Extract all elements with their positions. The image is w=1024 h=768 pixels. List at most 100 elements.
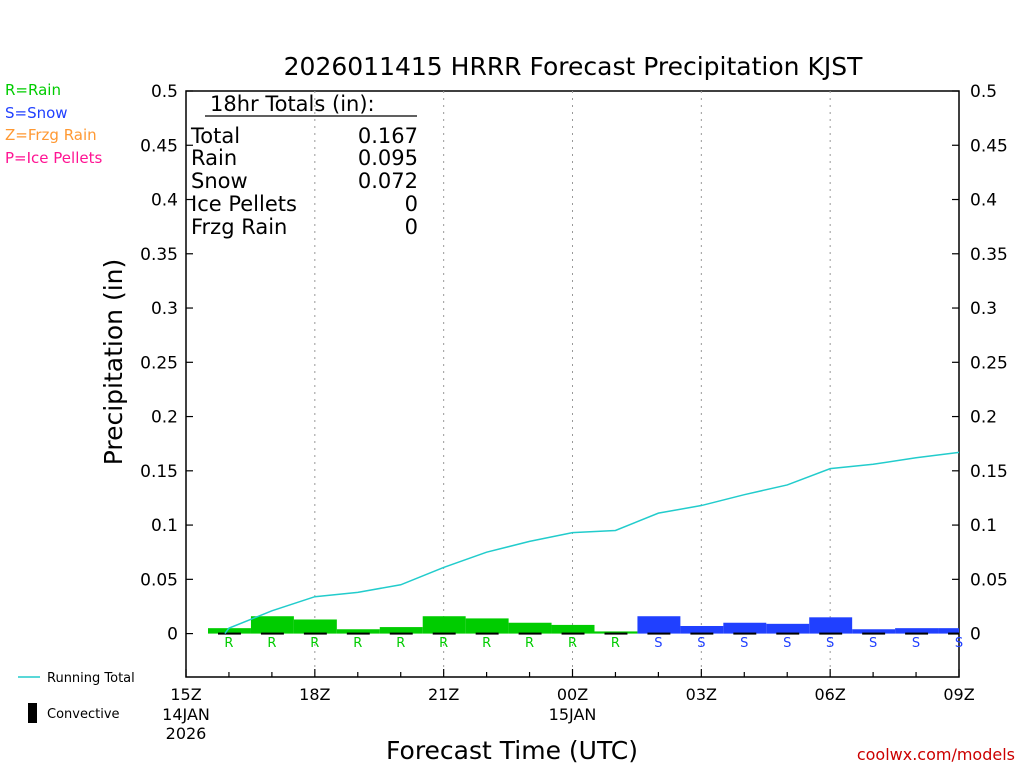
y-tick-label-left: 0.3 (151, 299, 178, 319)
type-label: R (482, 636, 491, 651)
convective-bar (303, 632, 327, 635)
convective-bar (905, 632, 929, 635)
type-label: R (568, 636, 577, 651)
convective-bar (776, 632, 800, 635)
convective-bar (346, 632, 370, 635)
running-total-legend-label: Running Total (47, 671, 135, 686)
type-label: R (439, 636, 448, 651)
type-label: S (654, 636, 662, 651)
bars (208, 616, 959, 634)
y-tick-label-left: 0.5 (151, 82, 178, 102)
y-tick-label-left: 0.05 (140, 570, 178, 590)
y-axis-label: Precipitation (in) (99, 259, 128, 466)
type-label: R (224, 636, 233, 651)
y-tick-label-left: 0.1 (151, 516, 178, 536)
type-label: S (912, 636, 920, 651)
y-tick-label-left: 0 (167, 625, 178, 645)
precip-bar (551, 624, 595, 634)
type-label: R (611, 636, 620, 651)
precip-bar (508, 622, 552, 634)
totals-snow-value: 0.072 (358, 169, 418, 193)
totals-total-value: 0.167 (358, 124, 418, 148)
y-tick-label-left: 0.45 (140, 136, 178, 156)
x-tick-label: 21Z (428, 685, 459, 704)
type-label: R (353, 636, 362, 651)
convective-bar (819, 632, 843, 635)
convective-bar (733, 632, 757, 635)
convective-bar (432, 632, 456, 635)
y-tick-label-right: 0.15 (970, 462, 1008, 482)
x-tick-label: 15Z (170, 685, 201, 704)
precip-bar (422, 616, 466, 634)
y-tick-label-right: 0.4 (970, 191, 997, 211)
x-tick-label: 03Z (686, 685, 717, 704)
x-tick-sublabel: 2026 (166, 724, 207, 743)
y-axis-left: 0 0.05 0.1 0.15 0.2 0.25 0.3 0.35 0.4 0.45 0.5 (140, 82, 193, 645)
precip-bar (637, 616, 681, 634)
precip-bar (250, 616, 294, 634)
y-tick-label-left: 0.25 (140, 353, 178, 373)
convective-legend-swatch (28, 703, 37, 723)
totals-box: 18hr Totals (in): Total 0.167 Rain 0.095… (190, 92, 418, 239)
type-label: S (869, 636, 877, 651)
precip-bar (208, 628, 251, 634)
legend-ice-pellets: P=Ice Pellets (5, 149, 103, 167)
y-tick-label-left: 0.2 (151, 408, 178, 428)
precip-bar (594, 631, 638, 634)
legend-snow: S=Snow (5, 104, 68, 122)
y-tick-label-right: 0.25 (970, 353, 1008, 373)
precip-bar (766, 623, 810, 634)
precip-bar (680, 625, 724, 634)
y-tick-label-right: 0.3 (970, 299, 997, 319)
type-label: R (267, 636, 276, 651)
precip-bar (465, 618, 509, 634)
x-axis-label: Forecast Time (UTC) (386, 736, 638, 765)
type-label: S (697, 636, 705, 651)
totals-snow-label: Snow (191, 169, 248, 193)
convective-bar (475, 632, 499, 635)
convective-bar (862, 632, 886, 635)
convective-bar (518, 632, 542, 635)
type-label: R (396, 636, 405, 651)
type-label: S (740, 636, 748, 651)
y-axis-right: 0 0.05 0.1 0.15 0.2 0.25 0.3 0.35 0.4 0.45 0.5 (952, 82, 1008, 645)
type-label: S (826, 636, 834, 651)
totals-rain-label: Rain (191, 146, 237, 170)
y-tick-label-right: 0.05 (970, 570, 1008, 590)
precip-bar (723, 622, 767, 634)
convective-bar (604, 632, 628, 635)
y-tick-label-right: 0 (970, 625, 981, 645)
totals-ice-label: Ice Pellets (191, 192, 297, 216)
precip-bar (336, 629, 380, 634)
type-label: S (955, 636, 963, 651)
y-tick-label-left: 0.4 (151, 191, 178, 211)
y-tick-label-right: 0.45 (970, 136, 1008, 156)
convective-bar (561, 632, 585, 635)
precip-bar (379, 627, 423, 634)
totals-ice-value: 0 (405, 192, 418, 216)
y-tick-label-right: 0.1 (970, 516, 997, 536)
convective-bar (690, 632, 714, 635)
running-total-line (224, 451, 960, 635)
convective-bar (218, 632, 241, 635)
type-label: R (525, 636, 534, 651)
y-tick-label-left: 0.15 (140, 462, 178, 482)
convective-bar (647, 632, 671, 635)
y-tick-label-right: 0.35 (970, 245, 1008, 265)
x-tick-label: 06Z (815, 685, 846, 704)
convective-bar (260, 632, 284, 635)
x-tick-label: 18Z (299, 685, 330, 704)
credit-text: coolwx.com/models (857, 745, 1015, 764)
totals-heading: 18hr Totals (in): (210, 92, 375, 116)
x-tick-label: 00Z (557, 685, 588, 704)
legend-rain: R=Rain (5, 81, 61, 99)
totals-rain-value: 0.095 (358, 146, 418, 170)
x-tick-sublabel: 15JAN (549, 705, 597, 724)
totals-total-label: Total (190, 124, 240, 148)
y-tick-label-right: 0.2 (970, 408, 997, 428)
precip-bar (809, 617, 853, 634)
y-tick-label-left: 0.35 (140, 245, 178, 265)
